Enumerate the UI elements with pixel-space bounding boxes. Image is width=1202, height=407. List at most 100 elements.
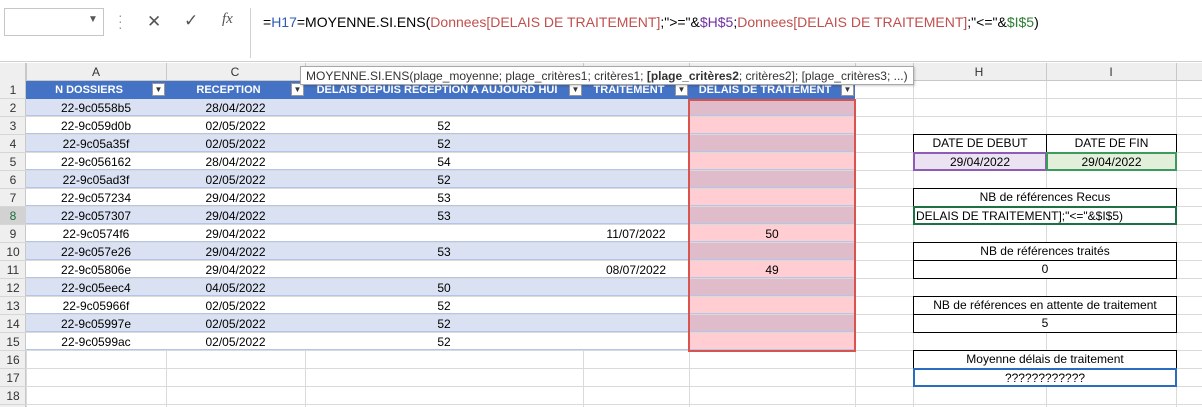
grid-line [26, 242, 1202, 243]
table-cell-bg [689, 243, 855, 260]
grid-line [26, 404, 1202, 405]
summary-label: NB de références traités [913, 242, 1177, 261]
table-cell-bg [689, 297, 855, 314]
grid-line [26, 278, 1202, 279]
table-cell-bg [689, 189, 855, 206]
table-cell-bg [305, 243, 583, 260]
date-filter-cell: DATE DE FIN [1046, 134, 1177, 153]
column-header: A [91, 65, 100, 79]
table-cell: 22-9c057307 [60, 209, 132, 223]
filter-button[interactable]: ▼ [841, 83, 854, 96]
formula-part: = [263, 14, 272, 30]
formula-input[interactable]: =H17=MOYENNE.SI.ENS(Donnees[DELAIS DE TR… [250, 8, 1200, 58]
formula-part: Donnees[DELAIS DE TRAITEMENT] [430, 14, 661, 30]
table-cell-bg [26, 189, 166, 206]
table-header: DELAIS DEPUIS RECEPTION A AUJOURD HUI [316, 84, 558, 96]
row-header: 14 [0, 315, 26, 333]
table-cell-bg [26, 207, 166, 224]
table-cell-bg [305, 225, 583, 242]
column-header: C [230, 65, 240, 79]
table-cell: 29/04/2022 [205, 263, 266, 277]
table-cell-bg [305, 261, 583, 278]
grid-line [26, 296, 1202, 297]
name-box[interactable] [4, 8, 104, 36]
table-cell-bg [166, 99, 305, 116]
name-box-arrow[interactable]: ▼ [88, 14, 98, 25]
cancel-button[interactable]: ✕ [147, 12, 162, 31]
table-cell-bg [305, 153, 583, 170]
table-cell: 49 [765, 263, 779, 277]
table-cell: 08/07/2022 [605, 263, 667, 277]
table-cell-bg [166, 153, 305, 170]
table-cell: 04/05/2022 [205, 281, 266, 295]
table-cell-bg [26, 243, 166, 260]
formula-part: ;">="& [660, 14, 700, 30]
table-cell-bg [166, 117, 305, 134]
table-cell-bg [166, 333, 305, 350]
table-cell-bg [583, 315, 689, 332]
table-header: RECEPTION [196, 84, 261, 96]
function-button[interactable]: fx [222, 11, 233, 27]
table-cell-bg [305, 315, 583, 332]
column-divider [26, 63, 27, 81]
grid-line [26, 206, 1202, 207]
table-header: DELAIS DE TRAITEMENT [698, 84, 832, 96]
table-cell: 22-9c0574f6 [62, 227, 130, 241]
table-cell: 02/05/2022 [205, 335, 266, 349]
row-header: 15 [0, 333, 26, 351]
formula-area [0, 0, 1202, 62]
table-cell-bg [689, 171, 855, 188]
row-header: 6 [0, 171, 26, 189]
summary-value[interactable]: DELAIS DE TRAITEMENT];"<="&$I$5) [913, 206, 1177, 225]
table-cell-bg [583, 153, 689, 170]
formula-part: Donnees[DELAIS DE TRAITEMENT] [737, 14, 968, 30]
table-cell-bg [26, 171, 166, 188]
row-header: 2 [0, 99, 26, 117]
row-header: 8 [0, 207, 26, 225]
table-cell: 29/04/2022 [205, 245, 266, 259]
date-filter-cell: 29/04/2022 [1046, 152, 1177, 171]
row-header: 17 [0, 369, 26, 387]
table-cell-bg [166, 207, 305, 224]
table-cell: 22-9c05997e [60, 317, 132, 331]
table-cell-bg [689, 279, 855, 296]
table-cell: 52 [437, 173, 451, 187]
table-cell: 02/05/2022 [205, 317, 266, 331]
table-cell-bg [26, 117, 166, 134]
filter-button[interactable]: ▼ [152, 83, 165, 96]
column-header: H [974, 65, 984, 79]
grid-line [26, 386, 1202, 387]
table-cell-bg [305, 99, 583, 116]
table-cell-bg [305, 135, 583, 152]
grid-line [26, 152, 1202, 153]
table-cell-bg [583, 279, 689, 296]
table-cell-bg [26, 333, 166, 350]
column-divider [166, 63, 167, 81]
summary-label: NB de références Recus [913, 188, 1177, 207]
table-cell: 22-9c05eec4 [61, 281, 131, 295]
selection-border [688, 99, 856, 352]
table-cell-bg [583, 189, 689, 206]
row-header: 16 [0, 351, 26, 369]
table-cell-bg [583, 297, 689, 314]
table-cell-bg [166, 261, 305, 278]
table-cell: 29/04/2022 [205, 227, 266, 241]
date-filter-cell: 29/04/2022 [913, 152, 1047, 171]
grid-line [26, 260, 1202, 261]
table-cell-bg [305, 207, 583, 224]
grid-line [26, 188, 1202, 189]
table-cell: 22-9c0558b5 [60, 101, 132, 115]
table-cell-bg [26, 297, 166, 314]
filter-button[interactable]: ▼ [291, 83, 304, 96]
grid-line [26, 314, 1202, 315]
table-cell-bg [583, 171, 689, 188]
table-cell-bg [689, 261, 855, 278]
row-header: 9 [0, 225, 26, 243]
table-cell: 02/05/2022 [205, 119, 266, 133]
confirm-button[interactable]: ✓ [184, 11, 199, 30]
table-header-cell [689, 81, 856, 99]
table-cell: 54 [437, 155, 451, 169]
table-cell-bg [305, 297, 583, 314]
row-header: 11 [0, 261, 26, 279]
column-header: I [1109, 65, 1113, 79]
